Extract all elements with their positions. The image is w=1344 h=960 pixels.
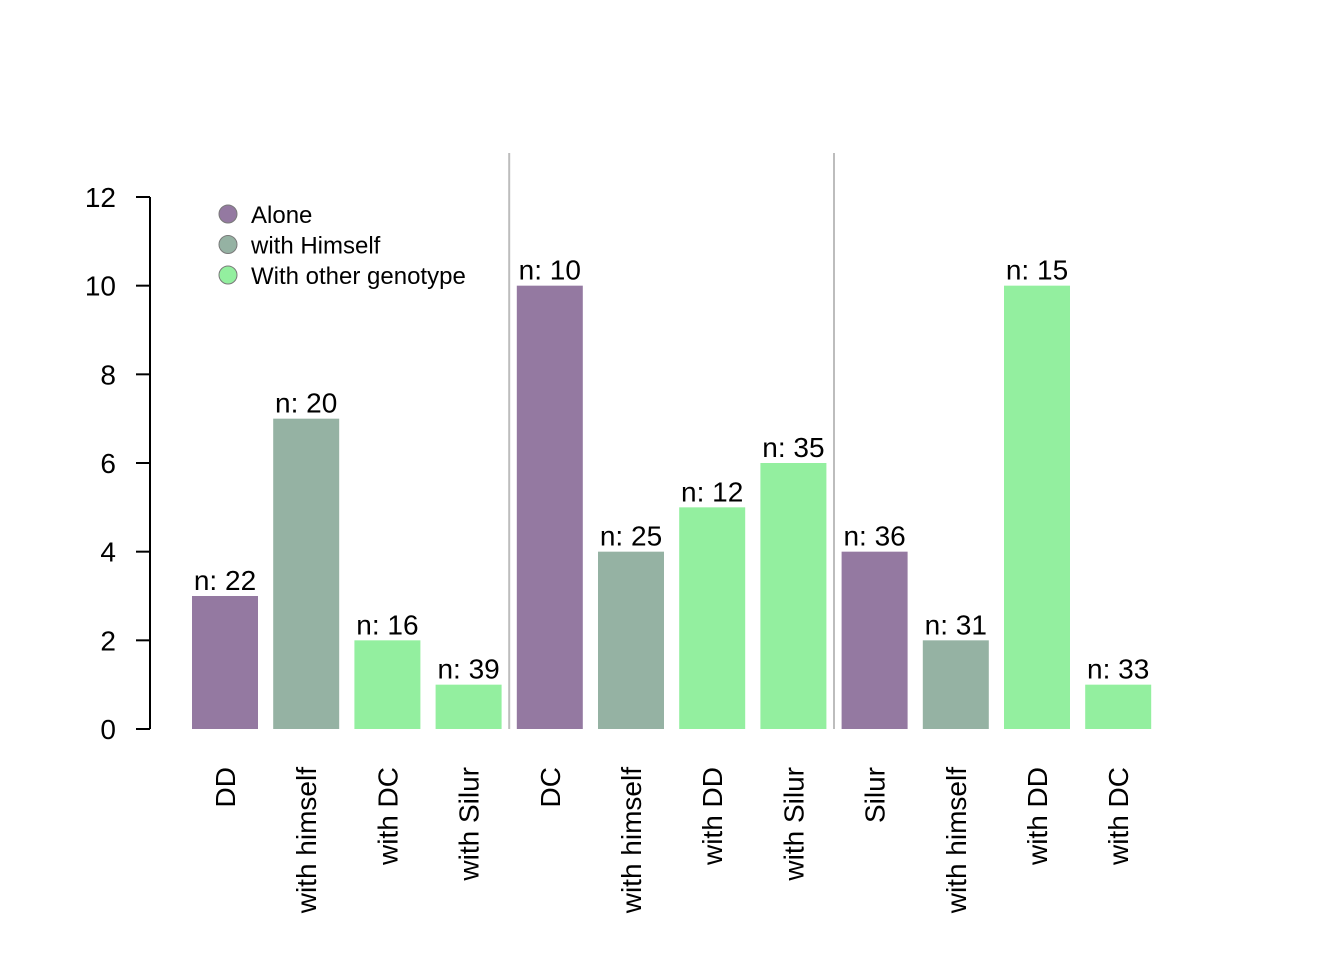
bar (435, 684, 502, 729)
data-label: n: 35 (762, 432, 824, 463)
data-label: n: 15 (1006, 255, 1068, 286)
y-tick-label: 10 (85, 271, 116, 302)
bar (841, 551, 908, 729)
data-label: n: 39 (437, 654, 499, 685)
data-labels: n: 22 n: 20 n: 16 n: 39 n: 10 n: 25 n: 12 n: 35… (194, 255, 1149, 685)
y-tick-label: 0 (100, 714, 116, 745)
data-label: n: 25 (600, 521, 662, 552)
category-label: with himself (616, 767, 647, 914)
category-label: with DD (1022, 767, 1053, 866)
category-label: with DD (697, 767, 728, 866)
data-label: n: 16 (356, 609, 418, 640)
category-label: with himself (291, 767, 322, 914)
bar (1085, 684, 1152, 729)
legend-label: With other genotype (251, 263, 466, 290)
y-tick-label: 4 (100, 537, 116, 568)
bar (760, 463, 827, 729)
category-labels: DD with himself with DC with Silur DC with hi… (210, 767, 1134, 914)
legend-label: Alone (251, 202, 312, 229)
data-label: n: 33 (1087, 654, 1149, 685)
y-tick-label: 2 (100, 625, 116, 656)
legend-marker (218, 265, 238, 285)
data-label: n: 36 (843, 521, 905, 552)
data-label: n: 10 (519, 255, 581, 286)
legend-label: with Himself (250, 233, 381, 260)
category-label: with DC (372, 767, 403, 866)
data-label: n: 31 (925, 609, 987, 640)
y-axis: 0 2 4 6 8 10 12 (85, 182, 151, 745)
bar (598, 551, 664, 729)
category-label: with Silur (454, 767, 485, 882)
bar (1004, 285, 1070, 729)
bar (273, 418, 340, 729)
legend: Alone with Himself With other genotype (218, 202, 466, 290)
data-label: n: 12 (681, 476, 743, 507)
y-tick-label: 12 (85, 182, 116, 213)
bar (922, 640, 989, 729)
category-label: Silur (860, 767, 891, 823)
category-label: DD (210, 767, 241, 807)
y-tick-label: 8 (100, 359, 116, 390)
bar (516, 285, 583, 729)
category-label: with himself (941, 767, 972, 914)
bar (354, 640, 421, 729)
bar (679, 507, 746, 729)
bar (192, 596, 258, 729)
category-label: DC (535, 767, 566, 807)
y-tick-label: 6 (100, 448, 116, 479)
data-label: n: 22 (194, 565, 256, 596)
category-label: with Silur (778, 767, 809, 882)
group-separators (508, 153, 835, 729)
category-label: with DC (1103, 767, 1134, 866)
bars (192, 285, 1152, 729)
legend-marker (218, 204, 238, 224)
data-label: n: 20 (275, 388, 337, 419)
legend-marker (218, 235, 238, 254)
